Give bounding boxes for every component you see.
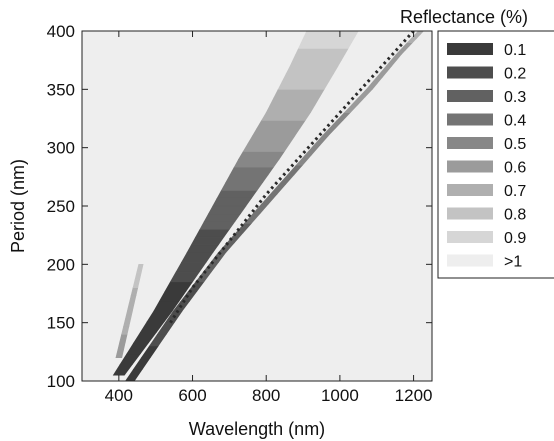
band-segment	[261, 112, 311, 121]
band-segment	[285, 65, 339, 75]
y-tick-label: 150	[47, 314, 75, 333]
legend-label: 0.9	[504, 230, 526, 247]
x-axis-title: Wavelength (nm)	[189, 419, 325, 439]
band-segment	[300, 36, 356, 43]
legend-swatch	[447, 254, 493, 267]
band-segment	[292, 54, 346, 61]
x-tick-label: 400	[105, 386, 133, 405]
band-segment	[269, 96, 321, 106]
band-segment	[229, 166, 275, 176]
legend-label: 0.7	[504, 183, 526, 200]
x-tick-label: 1200	[395, 386, 433, 405]
plot-area	[81, 30, 433, 382]
band-segment	[273, 89, 325, 98]
band-segment	[190, 236, 225, 246]
band-segment	[238, 151, 285, 160]
legend-label: 0.5	[504, 136, 526, 153]
legend-swatch	[447, 184, 493, 196]
band-segment	[295, 48, 349, 55]
legend-swatch	[447, 90, 493, 102]
legend-label: >1	[504, 254, 522, 271]
legend-label: 0.1	[504, 42, 526, 59]
band-segment	[136, 264, 144, 273]
y-tick-label: 300	[47, 139, 75, 158]
band-1	[125, 31, 424, 381]
x-tick-label: 600	[178, 386, 206, 405]
x-axis: 400 600 800 1000 1200	[105, 31, 433, 405]
y-axis-title: Period (nm)	[8, 159, 28, 253]
dotted-minimum-line	[169, 31, 415, 324]
band-0	[112, 31, 359, 376]
legend-swatch	[447, 207, 493, 220]
band-segment	[277, 81, 330, 90]
band-segment	[303, 31, 359, 38]
band-segment	[233, 159, 280, 168]
band-segment	[225, 174, 269, 183]
band-segment	[216, 190, 258, 199]
y-tick-label: 250	[47, 197, 75, 216]
legend-swatch	[447, 43, 493, 55]
legend-label: 0.8	[504, 207, 526, 224]
legend-swatch	[447, 160, 493, 173]
y-tick-label: 350	[47, 80, 75, 99]
band-segment	[242, 143, 291, 152]
band-segment	[212, 197, 253, 207]
band-segment	[220, 182, 264, 191]
band-segment	[207, 205, 247, 215]
legend-swatch	[447, 113, 493, 126]
legend-label: 0.4	[504, 113, 526, 130]
band-segment	[251, 127, 301, 137]
y-axis: 100 150 200 250 300 350 400	[47, 22, 432, 391]
band-segment	[297, 42, 353, 49]
band-segment	[186, 244, 219, 253]
x-tick-label: 800	[252, 386, 280, 405]
legend-swatch	[447, 66, 493, 79]
heatmap-layer	[112, 31, 424, 381]
band-segment	[203, 213, 242, 222]
x-tick-label: 1000	[321, 386, 359, 405]
band-segment	[289, 59, 342, 67]
band-2	[115, 264, 144, 358]
band-segment	[199, 221, 236, 230]
y-tick-label: 200	[47, 255, 75, 274]
y-tick-label: 400	[47, 22, 75, 41]
y-tick-label: 100	[47, 372, 75, 391]
legend-title: Reflectance (%)	[400, 7, 528, 27]
legend: 0.1 0.2 0.3 0.4 0.5 0.6 0.7 0.8 0.9 >1	[437, 30, 554, 279]
legend-label: 0.2	[504, 66, 526, 83]
band-segment	[256, 120, 306, 129]
legend-label: 0.3	[504, 89, 526, 106]
band-segment	[413, 31, 424, 36]
legend-label: 0.6	[504, 160, 526, 177]
legend-swatch	[447, 137, 493, 149]
band-segment	[247, 135, 296, 145]
band-segment	[195, 229, 230, 238]
band-segment	[281, 73, 334, 82]
legend-swatch	[447, 231, 493, 243]
band-segment	[265, 104, 316, 113]
